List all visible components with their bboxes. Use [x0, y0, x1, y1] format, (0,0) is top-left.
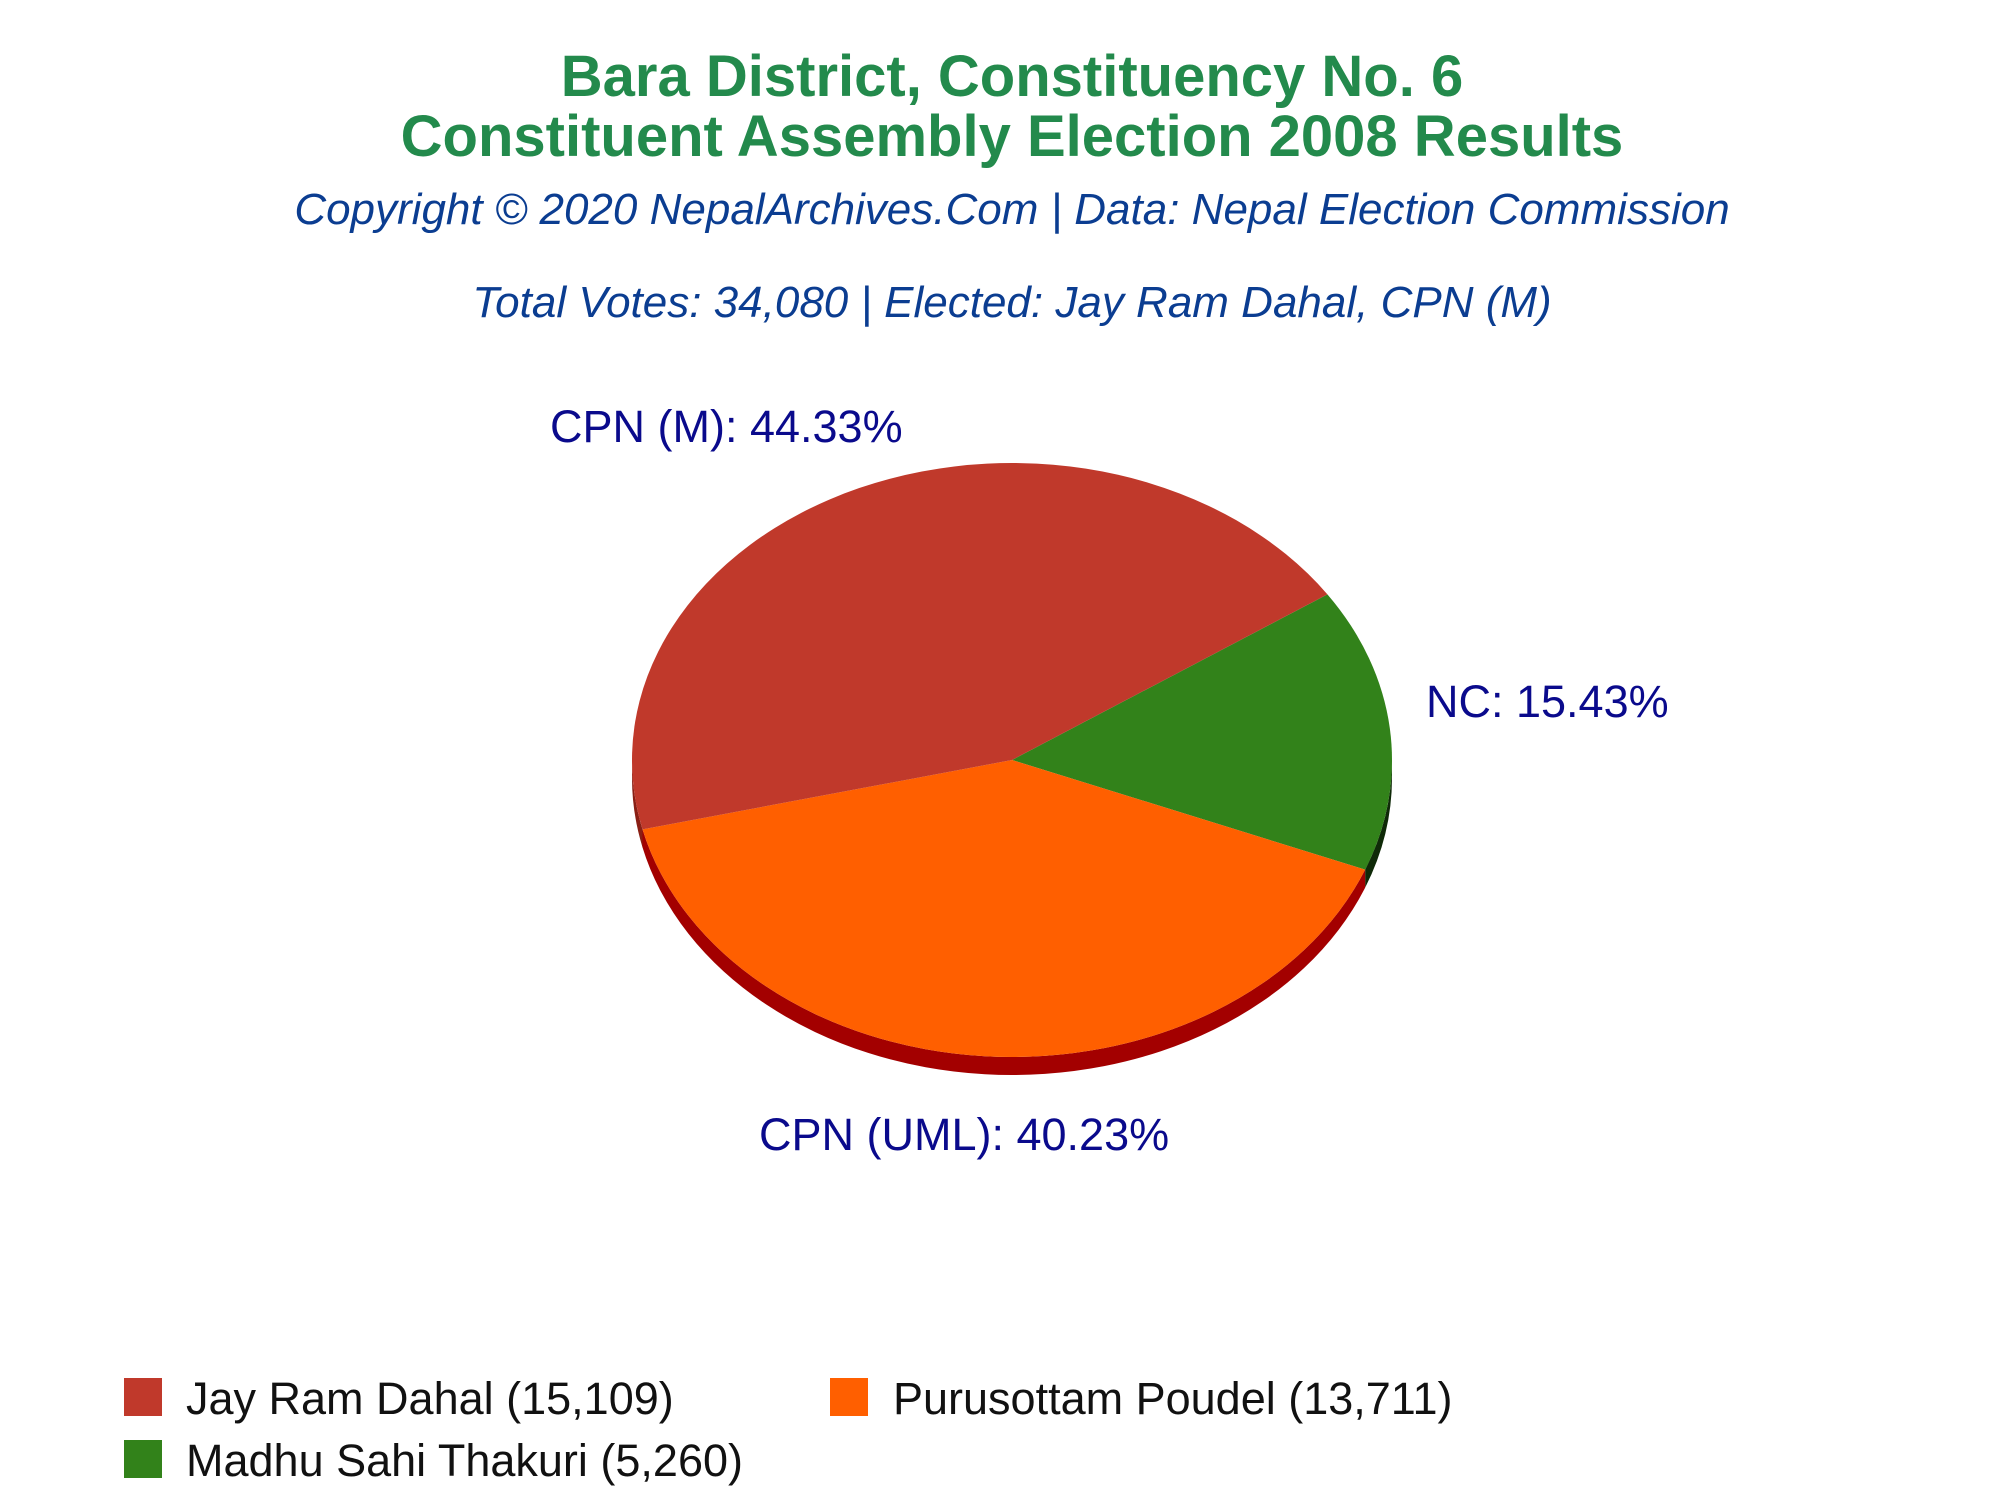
slice-label-nc: NC: 15.43%	[1426, 676, 1669, 727]
legend-label-madhu-sahi-thakuri: Madhu Sahi Thakuri (5,260)	[186, 1435, 743, 1486]
chart-title: Bara District, Constituency No. 6	[561, 44, 1463, 109]
pie-side-nc	[1365, 760, 1392, 888]
legend-label-jay-ram-dahal: Jay Ram Dahal (15,109)	[186, 1373, 674, 1424]
legend-swatch-jay-ram-dahal	[124, 1378, 162, 1416]
pie-slice-nc	[1012, 594, 1393, 870]
slice-label-cpn-uml: CPN (UML): 40.23%	[759, 1109, 1169, 1160]
legend-swatch-madhu-sahi-thakuri	[124, 1440, 162, 1478]
pie-depth	[632, 760, 1392, 1075]
copyright-line: Copyright © 2020 NepalArchives.Com | Dat…	[294, 185, 1729, 234]
pie-slices	[632, 463, 1393, 1058]
chart-title-line2: Constituent Assembly Election 2008 Resul…	[401, 104, 1624, 169]
pie-side-cpn-m	[632, 760, 643, 848]
legend-label-purusottam-poudel: Purusottam Poudel (13,711)	[893, 1373, 1453, 1424]
pie-slice-cpn-m	[632, 463, 1328, 830]
pie-slice-cpn-uml	[642, 760, 1366, 1058]
legend-swatch-purusottam-poudel	[830, 1378, 868, 1416]
summary-line: Total Votes: 34,080 | Elected: Jay Ram D…	[472, 278, 1551, 327]
slice-label-cpn-m: CPN (M): 44.33%	[550, 401, 903, 452]
